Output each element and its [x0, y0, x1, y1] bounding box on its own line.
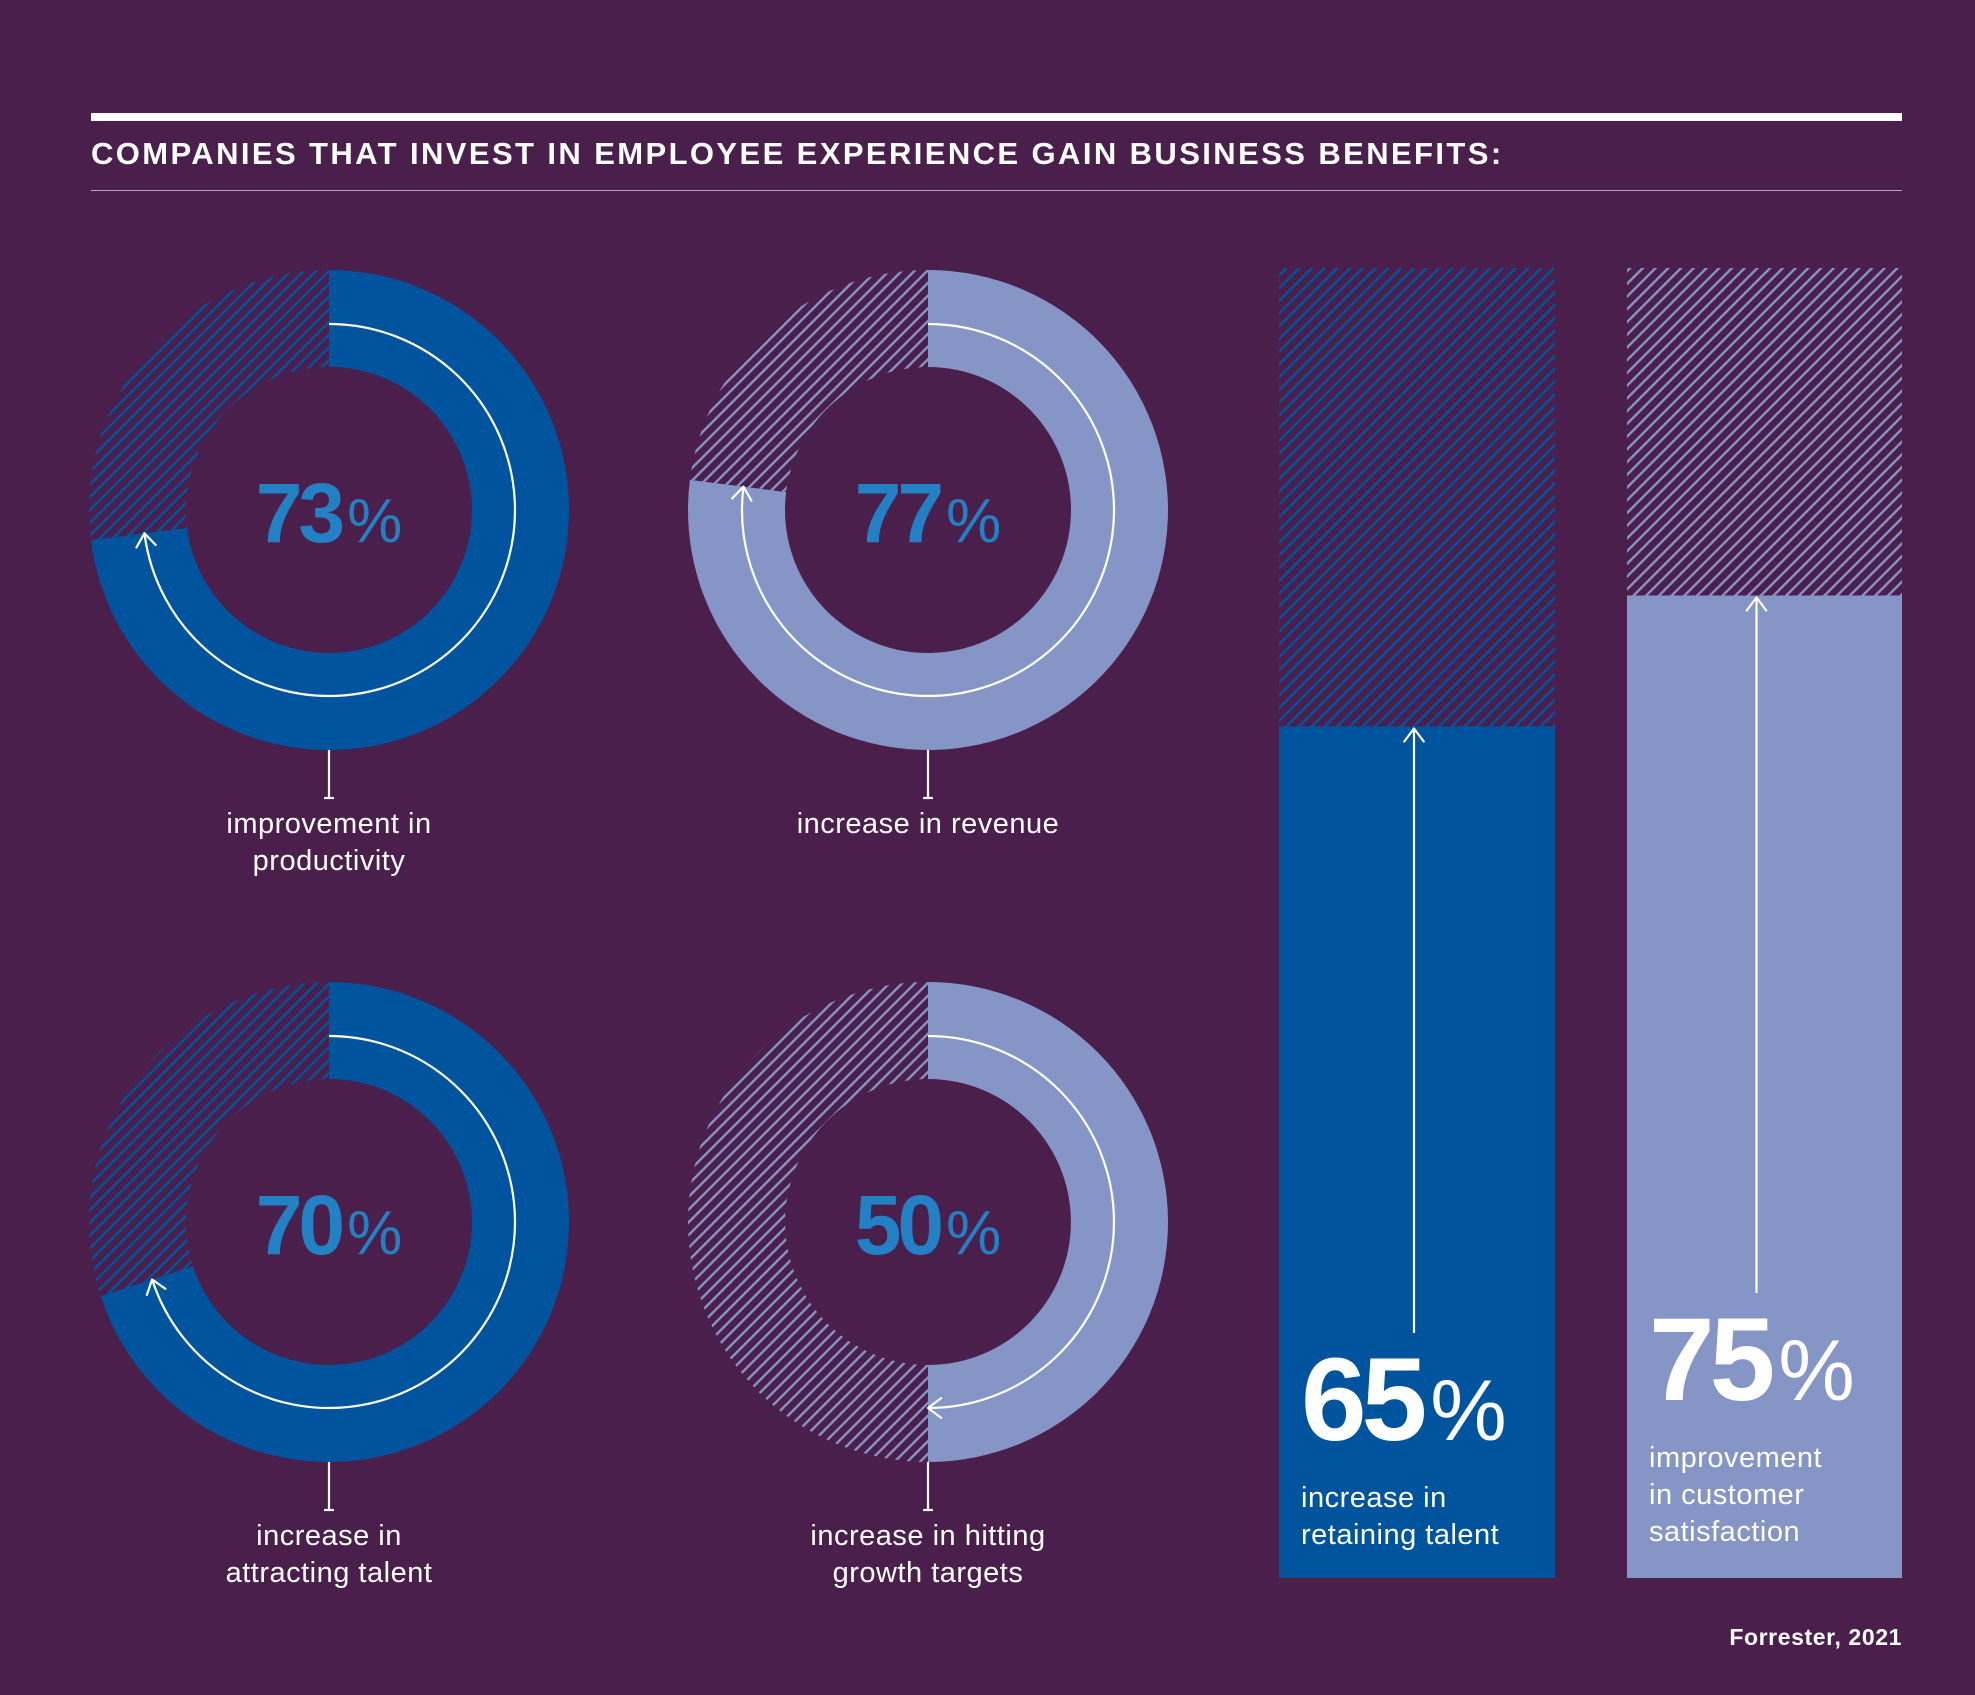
bar-value-number: 75	[1649, 1294, 1773, 1426]
bar-chart: 65% increase in retaining talent	[1279, 268, 1555, 1578]
donut-progress-arc	[151, 1034, 517, 1410]
donut-value-label: 77%	[855, 466, 1002, 560]
chart-title: COMPANIES THAT INVEST IN EMPLOYEE EXPERI…	[91, 136, 1504, 171]
donut-caption-line: growth targets	[833, 1557, 1024, 1589]
donut-value-unit: %	[347, 1199, 402, 1268]
donut-value-label: 73%	[256, 466, 403, 560]
donut-value-number: 77	[855, 466, 942, 560]
donut-chart: 50% increase in hitting growth targets	[688, 982, 1168, 1589]
bar-caption-line: satisfaction	[1649, 1516, 1800, 1548]
bar-value-label: 65%	[1301, 1334, 1507, 1466]
bar-caption-line: retaining talent	[1301, 1519, 1499, 1551]
donut-chart: 70% increase in attracting talent	[88, 982, 570, 1589]
bar-caption-line: in customer	[1649, 1479, 1804, 1511]
bar-arrowhead	[1403, 727, 1425, 743]
donut-value-number: 50	[855, 1178, 942, 1272]
bar-caption-line: increase in	[1301, 1482, 1447, 1514]
donut-value-slice	[928, 982, 1168, 1462]
donut-arrowhead	[135, 532, 157, 549]
donut-progress-arc	[740, 322, 1116, 698]
donut-remainder-slice	[689, 270, 928, 493]
donut-caption-line: increase in revenue	[797, 808, 1060, 840]
donut-caption-line: increase in	[256, 1520, 402, 1552]
title-top-rule	[91, 113, 1902, 121]
bar-chart: 75% improvement in customer satisfaction	[1627, 268, 1902, 1578]
bar-arrowhead	[1745, 596, 1768, 612]
donut-chart: 73% improvement in productivity	[88, 270, 569, 877]
bar-value-label: 75%	[1649, 1294, 1855, 1426]
bar-value-number: 65	[1301, 1334, 1425, 1466]
donut-value-unit: %	[347, 487, 402, 556]
bar-value	[1279, 726, 1555, 1578]
donut-caption-line: productivity	[253, 845, 406, 877]
donut-caption-line: increase in hitting	[810, 1520, 1045, 1552]
donut-value-number: 73	[256, 466, 343, 560]
bar-remainder	[1627, 268, 1902, 596]
donut-value-unit: %	[946, 487, 1001, 556]
donut-value-label: 50%	[855, 1178, 1002, 1272]
donut-remainder-slice	[688, 982, 928, 1462]
donut-arrowhead	[926, 1397, 943, 1419]
donut-caption-line: attracting talent	[226, 1557, 433, 1589]
donut-value-number: 70	[256, 1178, 343, 1272]
donut-arrowhead	[145, 1278, 167, 1296]
donut-caption-line: improvement in	[226, 808, 431, 840]
donut-value-slice	[90, 270, 569, 750]
donut-value-slice	[688, 270, 1168, 750]
donut-value-unit: %	[946, 1199, 1001, 1268]
donut-progress-arc	[143, 322, 517, 698]
bar-caption-line: improvement	[1649, 1442, 1822, 1474]
bar-remainder	[1279, 268, 1555, 727]
donut-value-slice	[100, 982, 570, 1462]
donut-arrowhead	[731, 485, 753, 502]
donut-remainder-slice	[88, 982, 329, 1297]
donut-progress-arc	[927, 1034, 1116, 1410]
source-note: Forrester, 2021	[1729, 1624, 1902, 1650]
donut-chart: 77% increase in revenue	[688, 270, 1168, 840]
bar-value	[1627, 595, 1902, 1578]
donut-value-label: 70%	[256, 1178, 403, 1272]
donut-remainder-slice	[88, 270, 329, 541]
title-bottom-rule	[91, 190, 1902, 191]
bar-value-unit: %	[1778, 1323, 1854, 1419]
bar-value-unit: %	[1430, 1363, 1506, 1459]
